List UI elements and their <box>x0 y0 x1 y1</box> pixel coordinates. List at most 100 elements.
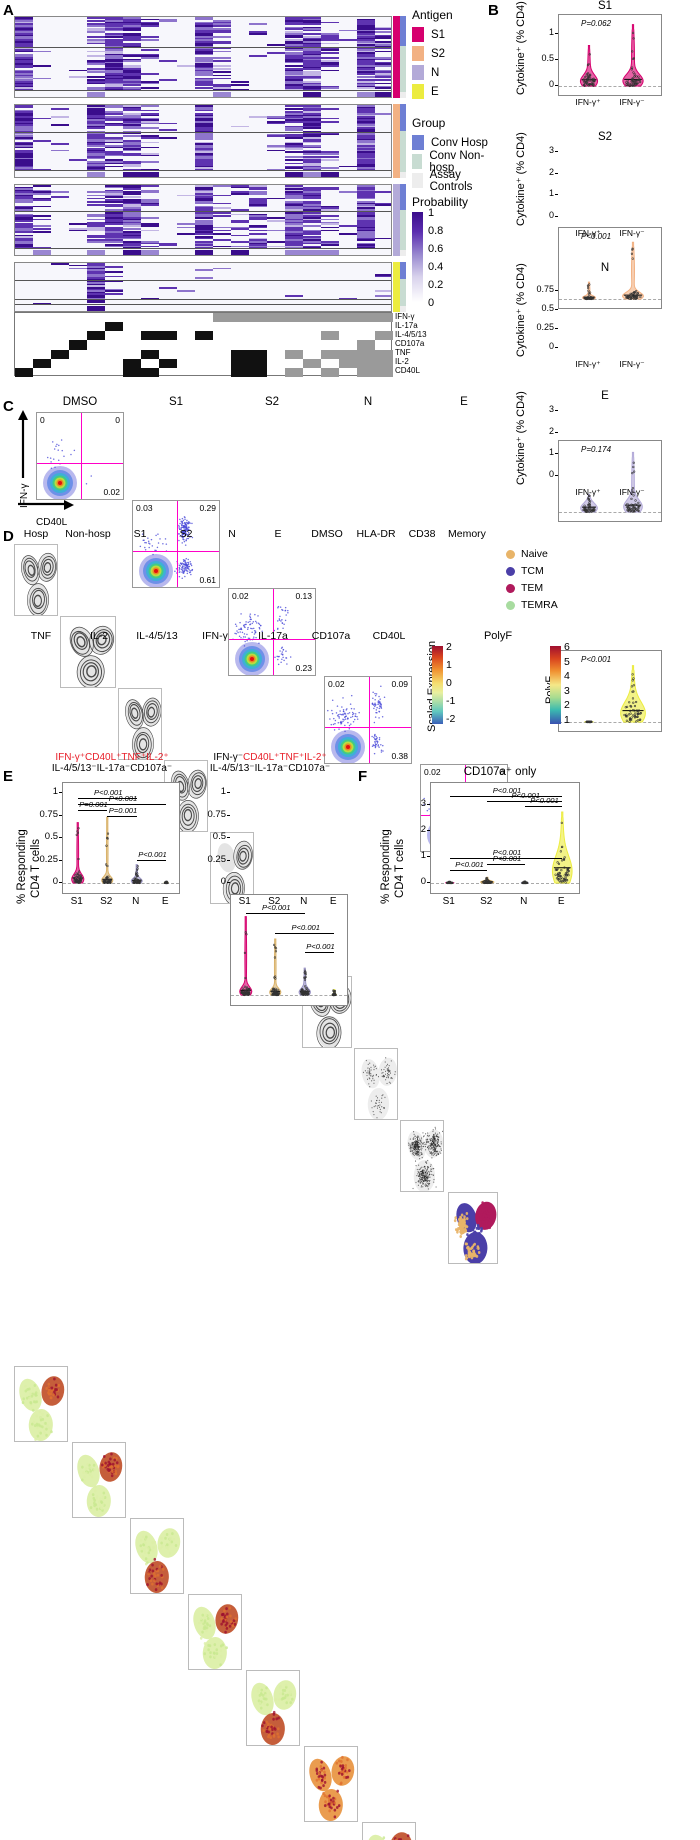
probability-tick: 0 <box>428 297 434 309</box>
group-sidebar <box>400 16 406 301</box>
legend-probability-title: Probability <box>412 195 498 209</box>
marker-cell <box>375 331 393 340</box>
polyf-tick: 1 <box>564 714 570 726</box>
antigen-label: N <box>431 67 439 79</box>
marker-cell <box>69 340 87 349</box>
marker-cell <box>159 331 177 340</box>
quadrant-upper-right-value: 0.29 <box>199 503 216 513</box>
marker-label: IL-17a <box>395 321 418 330</box>
y-tick-mark <box>59 837 62 838</box>
group-block-marker <box>400 16 406 46</box>
polyf-tick: 3 <box>564 685 570 697</box>
y-tick-mark <box>555 309 558 310</box>
marker-cell <box>285 368 303 377</box>
marker-cell <box>141 331 159 340</box>
panel-e-right-title-red1: CD40L⁺TNF⁺IL-2⁺ <box>243 752 327 763</box>
significance-bracket <box>246 913 305 914</box>
significance-bracket <box>487 864 525 865</box>
y-tick-mark <box>555 328 558 329</box>
y-tick-mark <box>555 347 558 348</box>
heatmap-block <box>14 184 392 256</box>
probability-tick: 1 <box>428 207 434 219</box>
flow-plot-title: DMSO <box>36 396 124 408</box>
significance-bracket <box>275 933 334 934</box>
marker-label: IFN-γ <box>395 312 415 321</box>
y-tick-mark <box>555 33 558 34</box>
memory-legend-dot <box>506 550 515 559</box>
marker-cell <box>321 313 339 322</box>
marker-cell <box>339 350 357 359</box>
pvalue-label: P=0.062 <box>581 19 611 28</box>
group-block-marker <box>400 46 406 92</box>
significance-bracket <box>305 952 335 953</box>
marker-cell <box>231 359 249 368</box>
horizontal-gate-line <box>37 463 123 464</box>
vertical-gate-line <box>81 413 82 499</box>
memory-legend-item: Naive <box>506 548 548 560</box>
antigen-color-swatch <box>412 46 424 61</box>
x-tick-label: S1 <box>62 896 92 907</box>
y-tick-mark <box>59 792 62 793</box>
legend-group-title: Group <box>412 116 498 130</box>
panel-f-ylabel-line2: CD4 T cells <box>394 839 406 898</box>
quadrant-upper-left-value: 0.03 <box>136 503 153 513</box>
x-tick-label: N <box>121 896 151 907</box>
panel-e-ylabel-line2: CD4 T cells <box>30 839 42 898</box>
violin-ylabel: Cytokine⁺ (% CD4) <box>514 132 527 226</box>
y-tick-mark <box>427 882 430 883</box>
significance-bracket <box>107 816 137 817</box>
y-tick-mark <box>227 860 230 861</box>
violin-ylabel: Cytokine⁺ (% CD4) <box>514 1 527 95</box>
expression-panel-label: IL-17a <box>240 630 306 642</box>
x-tick-label: IFN-γ⁺ <box>566 228 610 239</box>
panel-label-e: E <box>3 768 13 785</box>
cd40l-axis-arrow-icon <box>16 500 76 516</box>
polyf-tick: 6 <box>564 641 570 653</box>
antigen-sidebar <box>393 16 400 301</box>
y-tick-label: 0.5 <box>196 831 226 842</box>
marker-cell <box>159 359 177 368</box>
umap-expression-panel <box>72 1442 126 1518</box>
marker-cell <box>123 359 141 368</box>
panel-label-f: F <box>358 768 367 785</box>
scaled-expression-tick: -2 <box>446 713 455 725</box>
group-block-marker <box>400 92 406 98</box>
group-block-marker <box>400 172 406 178</box>
memory-legend-label: TEM <box>521 582 543 594</box>
marker-cell <box>15 368 33 377</box>
polyf-tick: 5 <box>564 656 570 668</box>
marker-cell <box>123 368 141 377</box>
marker-cell <box>195 331 213 340</box>
umap-contour-panel <box>400 1120 444 1192</box>
probability-tick: 0.4 <box>428 261 443 273</box>
y-tick-label: 0.75 <box>28 809 58 820</box>
marker-cell <box>357 368 375 377</box>
marker-cell <box>285 313 303 322</box>
y-tick-label: 1 <box>28 786 58 797</box>
umap-expression-panel <box>188 1594 242 1670</box>
violin-plot-box: P=0.174 <box>558 440 662 522</box>
expression-panel-label: CD107a <box>298 630 364 642</box>
pvalue-label: P=0.001 <box>103 806 143 815</box>
quadrant-upper-left-value: 0 <box>40 415 45 425</box>
y-tick-mark <box>555 432 558 433</box>
umap-expression-panel <box>246 1670 300 1746</box>
y-tick-label: 0.25 <box>196 854 226 865</box>
quadrant-lower-right-value: 0.02 <box>103 487 120 497</box>
x-tick-label: IFN-γ⁺ <box>566 97 610 108</box>
marker-cell <box>249 313 267 322</box>
panel-e-left-title: IFN-γ⁺CD40L⁺TNF⁺IL-2⁺ IL-4/5/13⁻IL-17a⁻C… <box>36 752 188 774</box>
antigen-block-marker <box>393 104 400 178</box>
marker-cell <box>249 359 267 368</box>
marker-cell <box>213 313 231 322</box>
group-block-marker <box>400 262 406 279</box>
flow-plot-title: E <box>420 396 508 408</box>
memory-legend-dot <box>506 601 515 610</box>
polyf-colorbar <box>550 646 561 724</box>
memory-legend-item: TEM <box>506 582 543 594</box>
probability-colorbar <box>412 212 423 302</box>
